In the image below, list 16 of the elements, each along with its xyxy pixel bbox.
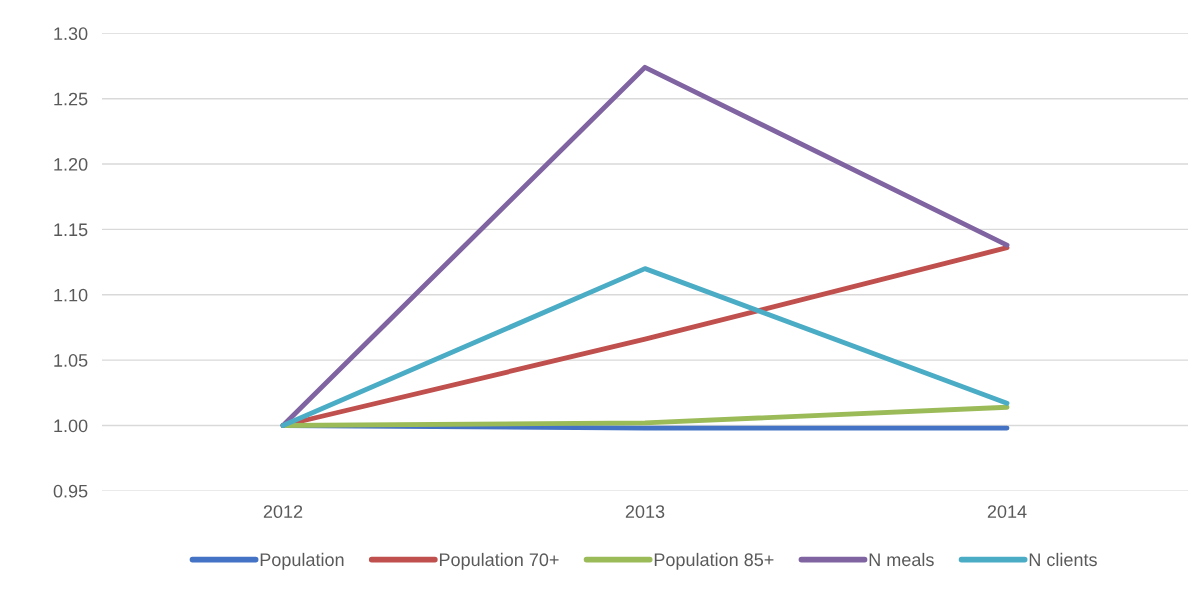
y-tick-label: 1.00 [54,419,88,433]
y-tick-label: 1.05 [54,354,88,367]
y-tick-label: 0.95 [53,484,88,498]
legend-label: N clients [1029,552,1097,567]
x-tick-label: 2012 [263,505,303,519]
legend-label: Population [260,552,344,570]
y-tick-label: 1.25 [54,92,88,106]
y-tick-label: 1.10 [54,288,88,302]
x-tick-label: 2014 [987,505,1027,519]
y-tick-label: 1.20 [54,157,88,171]
legend-label: Population 70+ [439,552,559,570]
legend-label: Population 85+ [654,552,774,570]
x-tick-label: 2013 [625,505,665,519]
y-tick-label: 1.30 [54,27,88,41]
y-tick-label: 1.15 [54,223,88,237]
legend-label: N meals [869,552,934,567]
